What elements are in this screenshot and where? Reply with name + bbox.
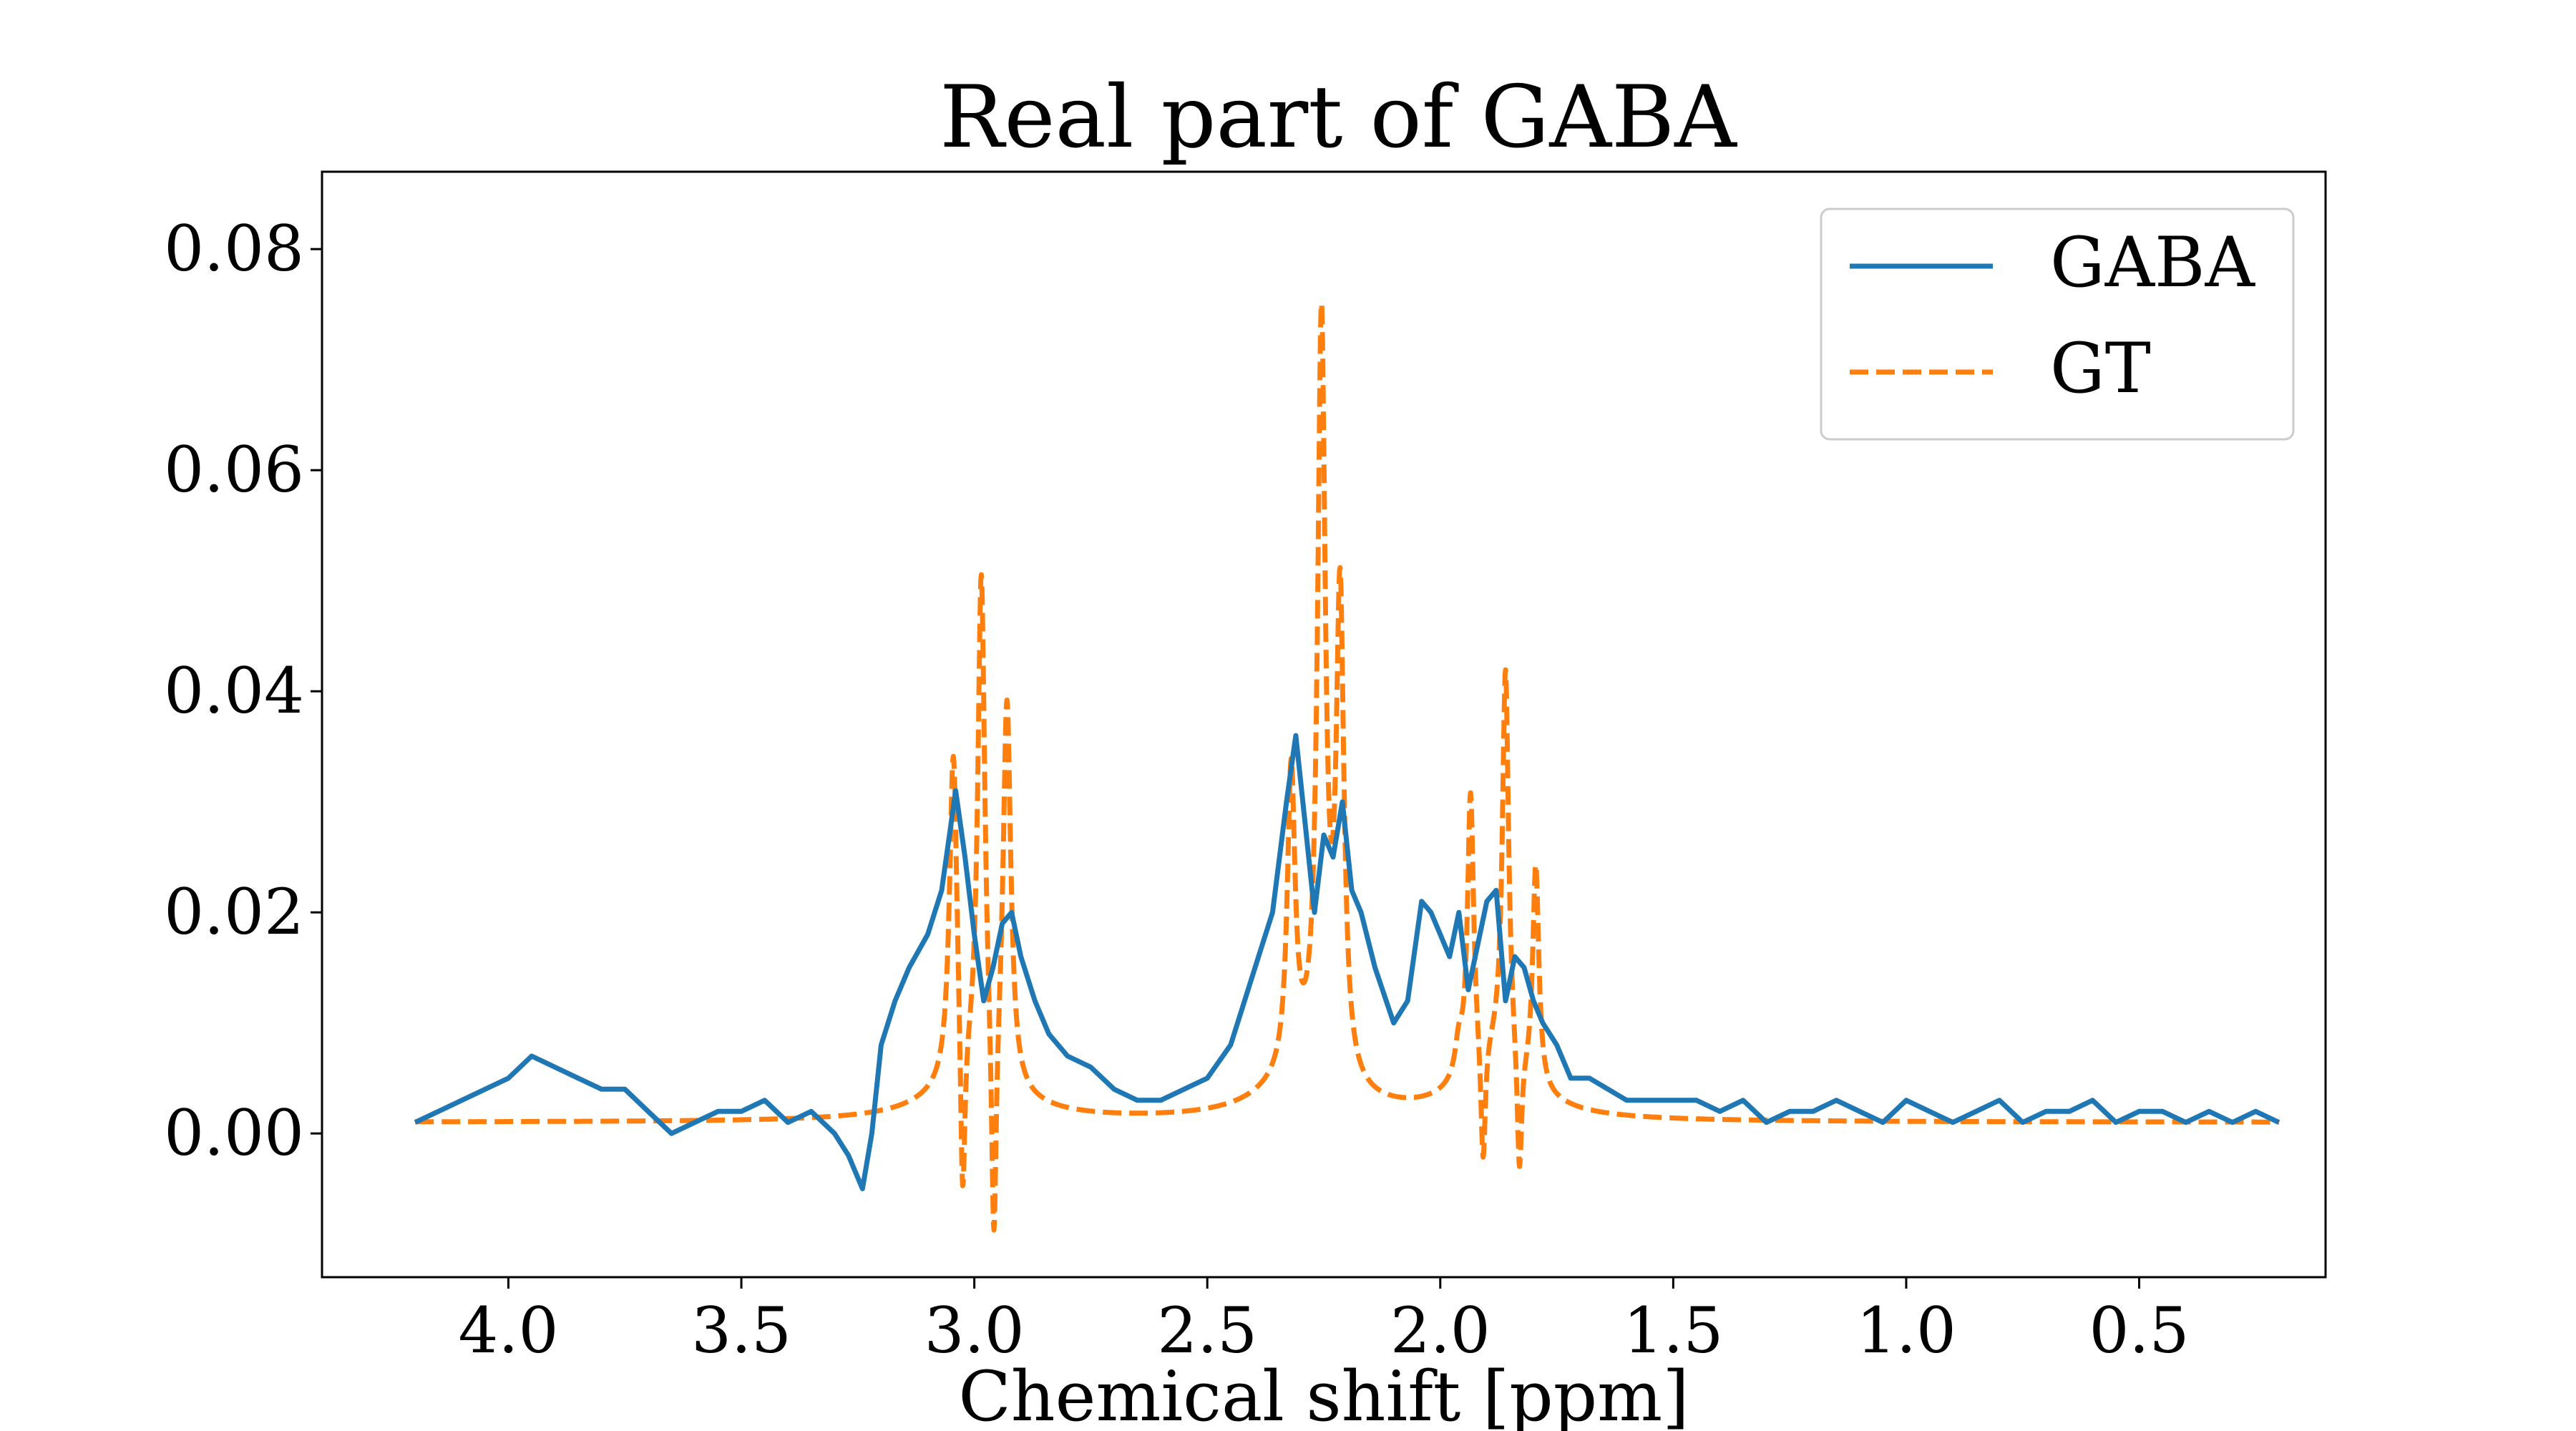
- x-tick-label: 0.5: [2089, 1294, 2190, 1367]
- chart-title: Real part of GABA: [940, 68, 1737, 167]
- series-line-gt: [413, 301, 2281, 1233]
- series-line-gaba: [414, 733, 2280, 1191]
- x-tick-label: 4.0: [458, 1294, 558, 1367]
- y-tick-label: 0.04: [164, 654, 304, 728]
- legend-label-gt: GT: [2050, 328, 2151, 409]
- y-tick-label: 0.08: [164, 212, 304, 285]
- series-layer: [413, 301, 2281, 1233]
- x-axis: 4.0 3.5 3.0 2.5 2.0 1.5 1.0 0.5: [458, 1277, 2190, 1367]
- y-tick-label: 0.06: [164, 433, 304, 507]
- x-tick-label: 1.0: [1856, 1294, 1956, 1367]
- x-tick-label: 2.5: [1157, 1294, 1257, 1367]
- x-tick-label: 3.5: [691, 1294, 791, 1367]
- x-tick-label: 2.0: [1390, 1294, 1491, 1367]
- legend-label-gaba: GABA: [2050, 223, 2256, 303]
- legend: GABA GT: [1820, 207, 2295, 441]
- y-tick-label: 0.02: [164, 875, 304, 949]
- x-axis-label: Chemical shift [ppm]: [958, 1357, 1689, 1431]
- plot-frame: [321, 170, 2327, 1279]
- y-tick-label: 0.00: [164, 1096, 304, 1170]
- y-axis: 0.00 0.02 0.04 0.06 0.08: [164, 212, 322, 1170]
- x-tick-label: 1.5: [1623, 1294, 1723, 1367]
- x-tick-label: 3.0: [924, 1294, 1025, 1367]
